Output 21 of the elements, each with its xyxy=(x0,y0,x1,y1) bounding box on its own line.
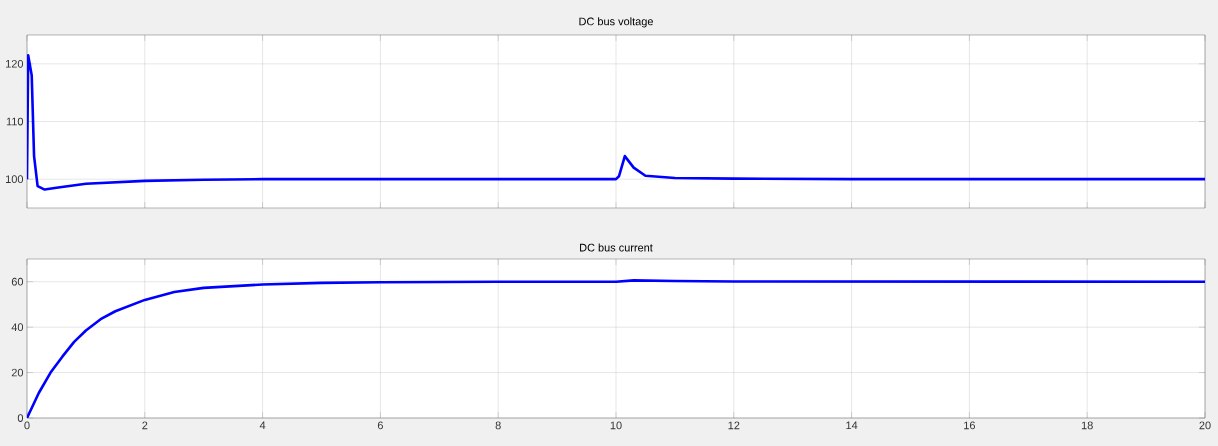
x-tick-label: 6 xyxy=(377,421,383,430)
y-tick-label: 0 xyxy=(17,414,24,422)
y-tick-label: 40 xyxy=(11,323,24,332)
y-tick-label: 60 xyxy=(11,277,24,286)
x-tick-label: 18 xyxy=(1081,421,1093,430)
x-tick-label: 2 xyxy=(142,421,148,430)
x-tick-label: 16 xyxy=(964,421,976,430)
y-tick-label: 100 xyxy=(6,175,24,184)
x-tick-label: 10 xyxy=(610,421,622,430)
x-tick-label: 8 xyxy=(495,421,501,430)
x-tick-label: 14 xyxy=(846,421,858,430)
x-tick-label: 0 xyxy=(24,421,30,430)
line-series xyxy=(27,53,1205,191)
x-tick-label: 4 xyxy=(259,421,266,430)
y-tick-label: 20 xyxy=(11,368,24,377)
x-tick-label: 12 xyxy=(728,421,740,430)
y-tick-label: 110 xyxy=(6,117,24,126)
y-tick-label: 120 xyxy=(6,59,24,68)
chart-title: DC bus voltage xyxy=(579,17,653,28)
x-tick-label: 20 xyxy=(1199,421,1211,430)
chart-title: DC bus current xyxy=(580,243,653,252)
